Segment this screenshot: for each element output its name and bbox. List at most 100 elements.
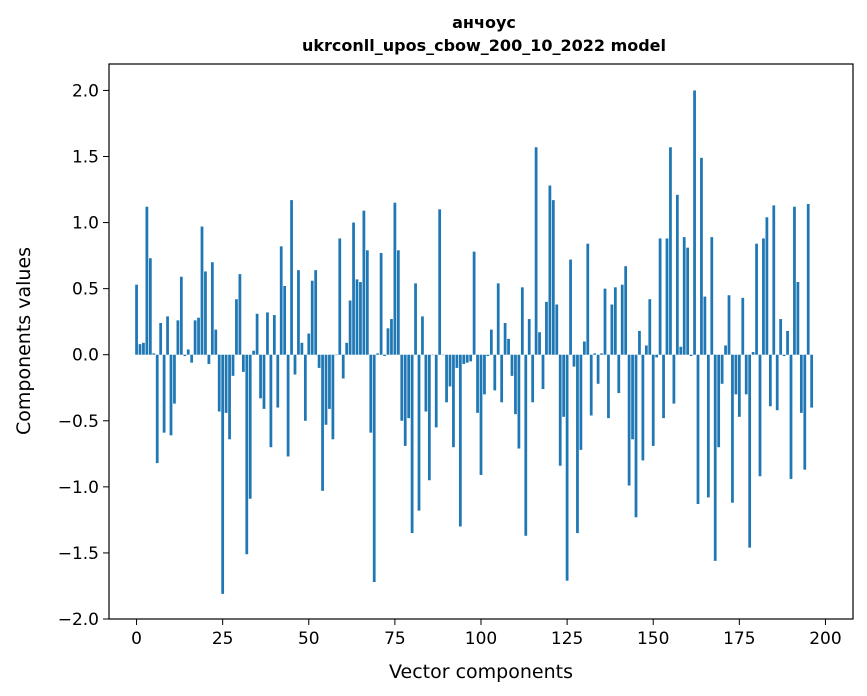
bar-165	[703, 296, 707, 355]
bar-77	[400, 354, 404, 421]
bar-195	[806, 204, 810, 355]
bar-122	[555, 304, 559, 355]
bar-179	[751, 352, 755, 355]
y-axis-label: Components values	[13, 247, 35, 435]
bar-31	[241, 354, 245, 372]
bar-149	[648, 299, 652, 355]
bar-56	[328, 354, 331, 409]
bar-131	[586, 243, 590, 355]
bar-45	[290, 200, 293, 355]
bar-19	[200, 226, 204, 355]
bar-107	[503, 323, 507, 355]
bars-group	[135, 90, 814, 594]
bar-42	[279, 246, 283, 355]
bar-194	[803, 354, 807, 470]
bar-84	[424, 354, 428, 412]
x-tick-label: 75	[384, 629, 406, 649]
bar-17	[193, 320, 197, 355]
bar-146	[638, 330, 641, 355]
bar-57	[331, 354, 335, 440]
bar-68	[369, 354, 373, 433]
chart-subtitle: ukrconll_upos_cbow_200_10_2022 model	[302, 36, 666, 55]
bar-93	[455, 354, 459, 368]
bar-69	[372, 354, 376, 582]
bar-174	[734, 354, 738, 395]
bar-66	[362, 210, 366, 355]
bar-153	[662, 354, 665, 419]
bar-181	[758, 354, 762, 477]
bar-8	[162, 354, 166, 433]
bar-187	[779, 319, 783, 355]
x-tick-label: 200	[809, 629, 841, 649]
bar-34	[252, 350, 256, 355]
bar-0	[135, 284, 138, 355]
bar-85	[427, 354, 431, 481]
bar-186	[775, 354, 779, 411]
y-tick-label: −0.5	[58, 412, 99, 432]
x-tick-label: 150	[637, 629, 669, 649]
bar-118	[541, 354, 545, 390]
bar-5	[152, 353, 156, 355]
bar-36	[259, 354, 262, 399]
x-tick-label: 0	[131, 629, 142, 649]
bar-163	[696, 354, 700, 505]
y-tick-label: −1.5	[58, 544, 99, 564]
bar-188	[782, 354, 786, 357]
bar-33	[248, 354, 252, 499]
bar-4	[148, 258, 152, 355]
bar-144	[631, 354, 634, 440]
bar-175	[737, 354, 741, 417]
y-tick-label: −1.0	[58, 478, 99, 498]
y-axis-ticks: −2.0 −1.5 −1.0 −0.5 0.0 0.5 1.0 1.5 2.0	[58, 81, 109, 630]
bar-81	[414, 283, 417, 355]
bar-88	[438, 209, 442, 355]
x-tick-label: 100	[465, 629, 497, 649]
bar-26	[224, 354, 228, 413]
bar-64	[355, 279, 359, 355]
bar-14	[183, 354, 187, 357]
bar-177	[744, 354, 748, 395]
bar-124	[562, 354, 566, 417]
bar-13	[179, 276, 183, 355]
bar-60	[341, 354, 345, 379]
bar-136	[603, 288, 607, 355]
bar-25	[221, 354, 225, 594]
bar-116	[534, 147, 538, 355]
bar-120	[548, 185, 552, 355]
bar-172	[727, 295, 731, 355]
bar-75	[393, 202, 397, 355]
bar-82	[417, 354, 421, 511]
bar-148	[644, 345, 648, 355]
bar-38	[266, 312, 269, 355]
bar-185	[772, 205, 776, 355]
bar-11	[173, 354, 176, 404]
bar-158	[679, 346, 683, 355]
bar-156	[672, 354, 676, 404]
bar-12	[176, 320, 180, 355]
bar-102	[486, 354, 490, 357]
bar-191	[793, 206, 796, 355]
bar-145	[634, 354, 638, 518]
bar-30	[238, 274, 242, 355]
bar-121	[551, 200, 555, 355]
bar-178	[748, 354, 752, 548]
bar-52	[314, 270, 318, 355]
bar-101	[483, 354, 486, 395]
bar-27	[228, 354, 231, 440]
bar-193	[799, 354, 803, 413]
bar-39	[269, 354, 273, 448]
bar-154	[665, 238, 669, 355]
x-tick-label: 125	[551, 629, 583, 649]
chart-title: анчоус	[452, 13, 516, 32]
bar-109	[510, 354, 514, 376]
bar-37	[262, 354, 266, 409]
bar-72	[383, 354, 386, 357]
bar-127	[572, 354, 576, 367]
y-tick-label: −2.0	[58, 610, 99, 630]
bar-196	[810, 354, 814, 408]
bar-168	[713, 354, 717, 561]
bar-51	[310, 280, 314, 355]
bar-132	[589, 354, 593, 416]
bar-135	[600, 353, 603, 355]
bar-35	[255, 313, 259, 355]
